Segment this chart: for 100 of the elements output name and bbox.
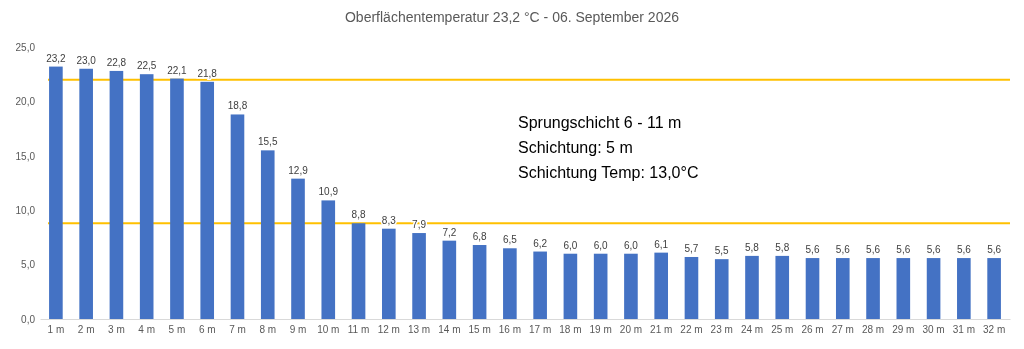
bar xyxy=(442,240,457,319)
data-label: 5,8 xyxy=(775,241,790,253)
bar xyxy=(382,228,396,319)
bar xyxy=(503,248,517,319)
bar xyxy=(896,258,911,319)
bar xyxy=(230,114,245,319)
bar xyxy=(805,258,820,319)
data-label: 6,0 xyxy=(563,239,578,251)
data-label: 8,8 xyxy=(351,209,366,221)
y-tick-label: 25,0 xyxy=(15,41,36,53)
y-tick-label: 10,0 xyxy=(15,204,36,216)
data-label: 5,8 xyxy=(745,241,760,253)
data-label: 21,8 xyxy=(197,67,218,79)
y-tick-label: 15,0 xyxy=(15,150,36,162)
y-tick-label: 5,0 xyxy=(21,259,36,271)
x-tick-label: 27 m xyxy=(831,324,854,335)
bar xyxy=(926,258,941,319)
x-tick-label: 4 m xyxy=(138,324,156,335)
bar xyxy=(291,178,305,319)
data-label: 6,8 xyxy=(472,231,487,243)
x-tick-label: 9 m xyxy=(289,324,307,335)
x-tick-label: 32 m xyxy=(982,324,1006,335)
x-tick-label: 26 m xyxy=(801,324,824,335)
data-label: 22,8 xyxy=(106,56,127,68)
bar xyxy=(987,258,1001,319)
data-label: 5,6 xyxy=(866,244,881,256)
bar xyxy=(745,255,759,319)
x-tick-label: 7 m xyxy=(229,324,246,335)
x-tick-label: 11 m xyxy=(347,324,370,335)
bar xyxy=(412,233,426,319)
x-tick-label: 12 m xyxy=(377,324,400,335)
x-tick-label: 5 m xyxy=(168,324,186,335)
data-label: 22,1 xyxy=(167,64,188,76)
x-tick-label: 14 m xyxy=(438,324,461,335)
data-label: 5,6 xyxy=(805,244,820,256)
bar xyxy=(593,253,608,319)
data-label: 5,6 xyxy=(926,244,941,256)
bar xyxy=(109,70,124,319)
data-label: 5,5 xyxy=(714,245,730,257)
data-label: 6,0 xyxy=(623,239,639,251)
bar xyxy=(563,253,578,319)
data-label: 5,6 xyxy=(987,244,1002,256)
bar xyxy=(533,251,547,319)
annotation: Schichtung: 5 m xyxy=(518,139,633,156)
x-tick-label: 8 m xyxy=(259,324,277,335)
x-tick-label: 15 m xyxy=(468,324,491,335)
x-tick-label: 30 m xyxy=(922,324,945,335)
x-tick-label: 23 m xyxy=(710,324,733,335)
bar xyxy=(835,258,850,319)
bar xyxy=(472,245,487,319)
data-label: 6,2 xyxy=(533,237,548,249)
data-label: 6,1 xyxy=(654,238,669,250)
x-tick-label: 28 m xyxy=(861,324,885,335)
annotation: Schichtung Temp: 13,0°C xyxy=(518,164,699,181)
x-tick-label: 17 m xyxy=(529,324,552,335)
y-tick-label: 0,0 xyxy=(21,313,36,325)
x-tick-label: 31 m xyxy=(952,324,975,335)
data-label: 22,5 xyxy=(136,60,157,72)
data-label: 23,0 xyxy=(76,54,97,66)
data-label: 5,7 xyxy=(684,242,699,254)
data-label: 5,6 xyxy=(896,244,911,256)
x-tick-label: 10 m xyxy=(317,324,340,335)
bar xyxy=(714,259,729,319)
bar xyxy=(49,66,63,319)
data-label: 15,5 xyxy=(258,136,278,148)
bar xyxy=(654,252,668,319)
data-label: 10,9 xyxy=(318,186,339,198)
y-tick-label: 20,0 xyxy=(15,96,36,108)
x-tick-label: 18 m xyxy=(559,324,582,335)
x-tick-label: 25 m xyxy=(771,324,794,335)
bar xyxy=(624,253,638,319)
annotation: Sprungschicht 6 - 11 m xyxy=(518,114,682,131)
bar xyxy=(866,258,880,319)
bar xyxy=(351,223,366,319)
chart-title: Oberflächentemperatur 23,2 °C - 06. September 2026 xyxy=(344,9,680,25)
data-label: 6,5 xyxy=(502,234,518,246)
bar xyxy=(139,74,154,319)
bar xyxy=(321,200,336,319)
x-tick-label: 21 m xyxy=(650,324,673,335)
x-tick-label: 1 m xyxy=(47,324,65,335)
bar xyxy=(260,150,275,319)
data-label: 6,0 xyxy=(593,239,609,251)
bar xyxy=(684,256,699,319)
x-tick-label: 16 m xyxy=(498,324,521,335)
x-tick-label: 29 m xyxy=(892,324,915,335)
data-label: 23,2 xyxy=(46,52,67,64)
data-label: 18,8 xyxy=(227,100,248,112)
bar xyxy=(775,255,790,319)
data-label: 12,9 xyxy=(288,164,309,176)
bar xyxy=(170,78,184,319)
bar xyxy=(957,258,971,319)
x-tick-label: 20 m xyxy=(619,324,643,335)
x-tick-label: 24 m xyxy=(740,324,764,335)
data-label: 7,2 xyxy=(442,226,457,238)
bar xyxy=(200,81,215,319)
x-tick-label: 13 m xyxy=(407,324,431,335)
data-label: 5,6 xyxy=(956,244,972,256)
x-tick-label: 2 m xyxy=(77,324,95,335)
x-tick-label: 19 m xyxy=(589,324,612,335)
x-tick-label: 22 m xyxy=(680,324,703,335)
